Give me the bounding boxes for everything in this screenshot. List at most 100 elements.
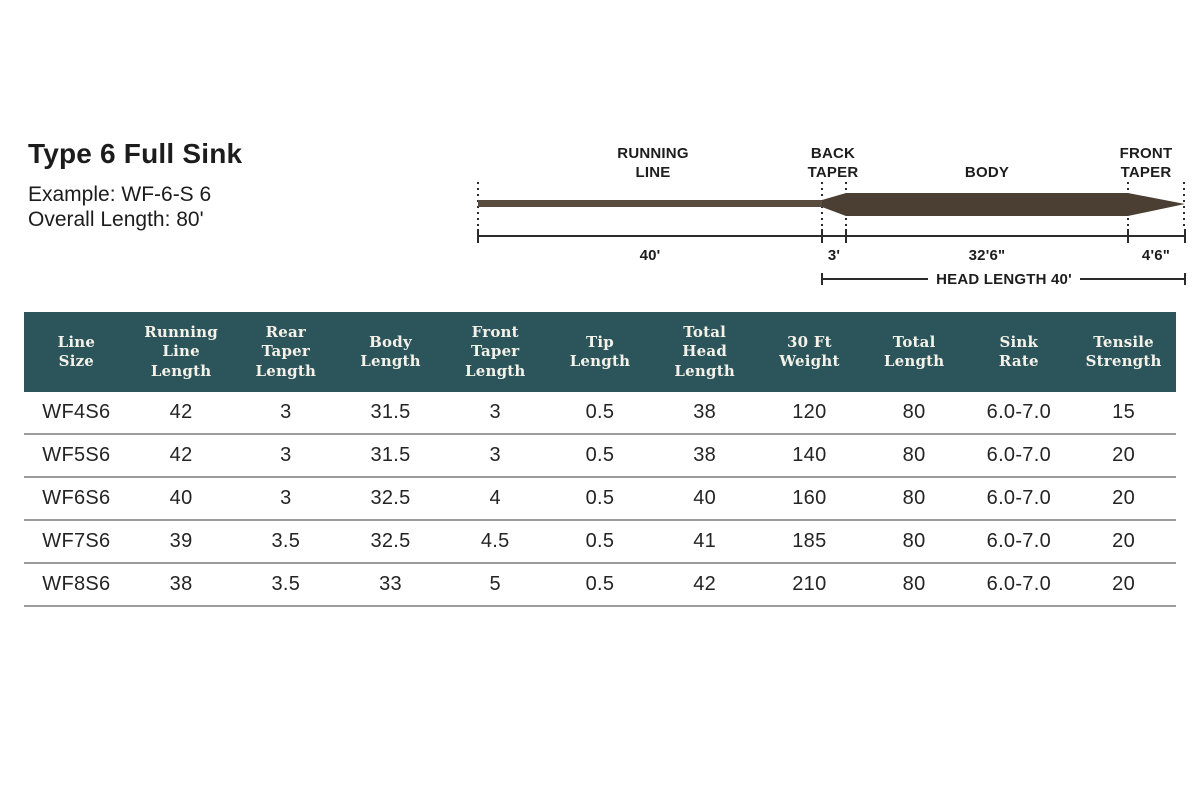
page-title: Type 6 Full Sink — [28, 138, 243, 169]
running-line-label: RUNNING — [617, 145, 688, 162]
running-length-value: 40' — [640, 247, 661, 264]
table-cell: 120 — [757, 392, 862, 435]
table-row-wf7s6: WF7S6 39 3.5 32.5 4.5 0.5 41 185 80 6.0-… — [24, 520, 1176, 564]
table-cell: 33 — [338, 563, 443, 607]
head-length-bracket: HEAD LENGTH 40' — [821, 271, 1186, 288]
head-shape — [822, 193, 1185, 216]
back-taper-label-2: TAPER — [808, 164, 859, 181]
table-cell: 6.0-7.0 — [966, 434, 1072, 478]
table-cell: 4 — [442, 477, 548, 521]
table-cell: 38 — [128, 563, 234, 607]
measurement-labels: 40' 3' 32'6" 4'6" — [640, 247, 1170, 264]
table-cell: 80 — [861, 563, 967, 607]
column-header-running-line-length: Running Line Length — [128, 312, 234, 392]
front-taper-length-value: 4'6" — [1142, 247, 1170, 264]
table-cell: 20 — [1071, 520, 1176, 564]
table-cell: 0.5 — [547, 392, 653, 435]
table-cell: 140 — [757, 434, 862, 478]
front-taper-label: FRONT — [1120, 145, 1173, 162]
table-cell: 0.5 — [547, 434, 653, 478]
table-cell: 5 — [442, 563, 548, 607]
table-cell: WF4S6 — [24, 392, 129, 435]
front-taper-label-2: TAPER — [1121, 164, 1172, 181]
body-length-value: 32'6" — [969, 247, 1006, 264]
table-cell: 3 — [233, 392, 339, 435]
running-line-label-2: LINE — [636, 164, 671, 181]
body-label: BODY — [965, 164, 1009, 181]
table-cell: 31.5 — [338, 434, 443, 478]
spec-table-body: WF4S6 42 3 31.5 3 0.5 38 120 80 6.0-7.0 … — [24, 392, 1176, 607]
table-cell: 38 — [652, 434, 758, 478]
table-cell: 42 — [652, 563, 758, 607]
table-cell: 6.0-7.0 — [966, 563, 1072, 607]
column-header-tip-length: Tip Length — [547, 312, 653, 392]
table-cell: 185 — [757, 520, 862, 564]
table-cell: WF6S6 — [24, 477, 129, 521]
table-row-wf6s6: WF6S6 40 3 32.5 4 0.5 40 160 80 6.0-7.0 … — [24, 477, 1176, 521]
column-header-total-length: Total Length — [861, 312, 967, 392]
table-cell: 31.5 — [338, 392, 443, 435]
fly-line-profile — [478, 193, 1185, 216]
table-cell: 80 — [861, 520, 967, 564]
table-cell: 38 — [652, 392, 758, 435]
table-cell: 3.5 — [233, 520, 339, 564]
table-cell: 42 — [128, 392, 234, 435]
table-cell: 20 — [1071, 434, 1176, 478]
table-cell: 40 — [128, 477, 234, 521]
column-header-front-taper-length: Front Taper Length — [442, 312, 548, 392]
table-cell: 20 — [1071, 563, 1176, 607]
table-cell: 80 — [861, 392, 967, 435]
column-header-rear-taper-length: Rear Taper Length — [233, 312, 339, 392]
table-cell: WF5S6 — [24, 434, 129, 478]
table-cell: 41 — [652, 520, 758, 564]
table-cell: 0.5 — [547, 477, 653, 521]
column-header-sink-rate: Sink Rate — [966, 312, 1072, 392]
spec-table-header: Line Size Running Line Length Rear Taper… — [24, 312, 1176, 392]
table-row-wf4s6: WF4S6 42 3 31.5 3 0.5 38 120 80 6.0-7.0 … — [24, 392, 1176, 435]
column-header-total-head-length: Total Head Length — [652, 312, 758, 392]
table-cell: 3 — [442, 434, 548, 478]
table-cell: 40 — [652, 477, 758, 521]
table-cell: WF8S6 — [24, 563, 129, 607]
table-cell: 210 — [757, 563, 862, 607]
table-cell: 0.5 — [547, 520, 653, 564]
table-cell: 80 — [861, 477, 967, 521]
column-header-body-length: Body Length — [338, 312, 443, 392]
overall-length-line: Overall Length: 80' — [28, 208, 204, 231]
taper-diagram: RUNNING LINE BACK TAPER BODY FRONT TAPER — [477, 145, 1186, 288]
table-row-wf8s6: WF8S6 38 3.5 33 5 0.5 42 210 80 6.0-7.0 … — [24, 563, 1176, 607]
table-cell: 15 — [1071, 392, 1176, 435]
measurement-scale — [477, 229, 1186, 243]
column-header-30ft-weight: 30 Ft Weight — [757, 312, 862, 392]
table-cell: WF7S6 — [24, 520, 129, 564]
spec-table: Line Size Running Line Length Rear Taper… — [24, 312, 1176, 607]
running-line-shape — [478, 200, 824, 207]
table-cell: 80 — [861, 434, 967, 478]
example-line: Example: WF-6-S 6 — [28, 183, 212, 206]
column-header-line-size: Line Size — [24, 312, 129, 392]
table-cell: 32.5 — [338, 477, 443, 521]
table-cell: 3 — [233, 477, 339, 521]
table-cell: 3 — [233, 434, 339, 478]
header-row: Line Size Running Line Length Rear Taper… — [24, 312, 1176, 392]
table-cell: 160 — [757, 477, 862, 521]
column-header-tensile-strength: Tensile Strength — [1071, 312, 1176, 392]
intro-block: Type 6 Full Sink Example: WF-6-S 6 Overa… — [28, 138, 242, 233]
table-cell: 6.0-7.0 — [966, 392, 1072, 435]
head-length-value: HEAD LENGTH 40' — [936, 271, 1072, 288]
table-cell: 39 — [128, 520, 234, 564]
table-cell: 20 — [1071, 477, 1176, 521]
back-taper-length-value: 3' — [828, 247, 840, 264]
table-cell: 6.0-7.0 — [966, 477, 1072, 521]
table-cell: 4.5 — [442, 520, 548, 564]
table-cell: 0.5 — [547, 563, 653, 607]
table-cell: 32.5 — [338, 520, 443, 564]
table-row-wf5s6: WF5S6 42 3 31.5 3 0.5 38 140 80 6.0-7.0 … — [24, 434, 1176, 478]
table-cell: 6.0-7.0 — [966, 520, 1072, 564]
table-cell: 42 — [128, 434, 234, 478]
section-labels: RUNNING LINE BACK TAPER BODY FRONT TAPER — [617, 145, 1172, 181]
table-cell: 3.5 — [233, 563, 339, 607]
back-taper-label: BACK — [811, 145, 855, 162]
table-cell: 3 — [442, 392, 548, 435]
